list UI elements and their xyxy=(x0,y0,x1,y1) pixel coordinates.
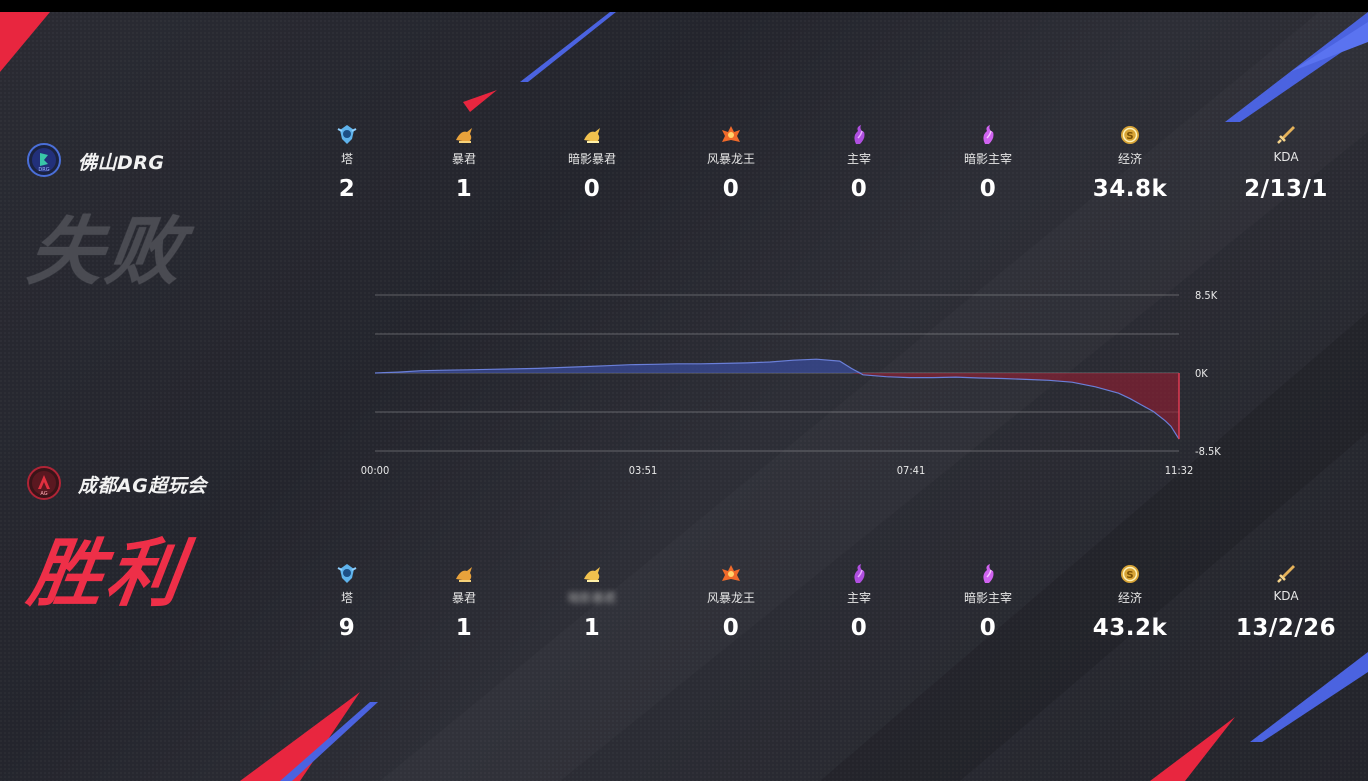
stat-shadow-tyrant: 暗影暴君 0 xyxy=(532,122,652,202)
sword-icon xyxy=(1273,122,1299,148)
stat-label: 暗影暴君 xyxy=(567,152,616,166)
stat-value: 0 xyxy=(850,176,868,202)
stat-shadow-tyrant: 暗影暴君 1 xyxy=(532,561,652,641)
gold-coin-icon: S xyxy=(1117,561,1143,587)
storm-dragon-icon xyxy=(718,561,744,587)
shadow-overlord-icon xyxy=(975,561,1001,587)
stat-value: 0 xyxy=(722,176,740,202)
stat-label: 暴君 xyxy=(451,152,476,166)
stat-label: 暴君 xyxy=(451,591,476,605)
chart-x-tick-label: 11:32 xyxy=(1165,464,1194,474)
stat-storm-dragon: 风暴龙王 0 xyxy=(671,561,791,641)
chart-area-blue xyxy=(375,359,1179,373)
stat-label: 塔 xyxy=(340,152,353,166)
chart-y-tick-label: -8.5K xyxy=(1195,445,1221,458)
gold-difference-chart: 8.5K 0K -8.5K 00:00 03:51 07:41 11:32 xyxy=(361,289,1222,474)
svg-text:DRG: DRG xyxy=(38,167,49,173)
stat-label: KDA xyxy=(1273,589,1299,603)
stats-row-bottom: 塔 9 暴君 1 暗影暴君 1 风暴龙王 0 主宰 0 暗影主宰 0 S 经济 43.2k KDA 13/2/2… xyxy=(290,561,1368,661)
stats-row-top: 塔 2 暴君 1 暗影暴君 0 风暴龙王 0 主宰 0 暗影主宰 0 S 经济 34.8k KDA 2/13/1 xyxy=(290,122,1368,222)
stat-shadow-overlord: 暗影主宰 0 xyxy=(928,561,1048,641)
stat-tyrant: 暴君 1 xyxy=(404,122,524,202)
svg-text:AG: AG xyxy=(40,491,47,497)
chart-y-tick-label: 0K xyxy=(1195,367,1208,380)
stat-value: 34.8k xyxy=(1092,176,1168,202)
storm-dragon-icon xyxy=(718,122,744,148)
chart-area-red xyxy=(375,373,1179,440)
chart-x-tick-label: 03:51 xyxy=(629,464,658,474)
stat-sword: KDA 2/13/1 xyxy=(1226,122,1346,202)
svg-text:S: S xyxy=(1126,570,1133,581)
stat-label: 主宰 xyxy=(846,591,871,605)
stat-label: 暗影主宰 xyxy=(963,591,1012,605)
stat-label: 风暴龙王 xyxy=(706,152,755,166)
stat-label: 塔 xyxy=(340,591,353,605)
tower-icon xyxy=(334,561,360,587)
sword-icon xyxy=(1273,561,1299,587)
stat-value: 0 xyxy=(850,615,868,641)
tyrant-icon xyxy=(451,561,477,587)
stat-label: 暗影主宰 xyxy=(963,152,1012,166)
stat-label: 主宰 xyxy=(846,152,871,166)
stat-value: 2/13/1 xyxy=(1244,176,1328,202)
ag-logo-icon: AG xyxy=(32,471,56,497)
stat-gold-coin: S 经济 43.2k xyxy=(1070,561,1190,641)
overlord-icon xyxy=(846,122,872,148)
tyrant-icon xyxy=(451,122,477,148)
stat-label: 经济 xyxy=(1117,152,1142,166)
result-win: 胜利 xyxy=(23,531,192,617)
drg-logo-icon: DRG xyxy=(32,148,56,173)
stat-value: 1 xyxy=(583,615,601,641)
shadow-tyrant-icon xyxy=(579,561,605,587)
chart-x-tick-label: 07:41 xyxy=(897,464,926,474)
stat-value: 0 xyxy=(979,615,997,641)
match-summary-screen: DRG 佛山DRG 失败 AG 成都AG超玩会 胜利 塔 2 暴君 1 暗影暴君 0 风暴龙… xyxy=(0,12,1368,781)
stat-gold-coin: S 经济 34.8k xyxy=(1070,122,1190,202)
stat-label: 经济 xyxy=(1117,591,1142,605)
stat-value: 0 xyxy=(979,176,997,202)
stat-label: KDA xyxy=(1273,150,1299,164)
svg-text:S: S xyxy=(1126,131,1133,142)
stat-value: 1 xyxy=(455,615,473,641)
overlord-icon xyxy=(846,561,872,587)
result-lose: 失败 xyxy=(23,209,192,295)
stat-value: 13/2/26 xyxy=(1235,615,1337,641)
stat-value: 43.2k xyxy=(1092,615,1168,641)
team-logo-drg: DRG xyxy=(27,143,61,177)
shadow-tyrant-icon xyxy=(579,122,605,148)
stat-tyrant: 暴君 1 xyxy=(404,561,524,641)
stat-overlord: 主宰 0 xyxy=(799,561,919,641)
team-logo-ag: AG xyxy=(27,466,61,500)
stat-shadow-overlord: 暗影主宰 0 xyxy=(928,122,1048,202)
stat-storm-dragon: 风暴龙王 0 xyxy=(671,122,791,202)
chart-x-tick-label: 00:00 xyxy=(361,464,390,474)
stat-value: 0 xyxy=(722,615,740,641)
tower-icon xyxy=(334,122,360,148)
gold-coin-icon: S xyxy=(1117,122,1143,148)
stat-sword: KDA 13/2/26 xyxy=(1226,561,1346,641)
chart-y-tick-label: 8.5K xyxy=(1195,289,1218,302)
stat-value: 0 xyxy=(583,176,601,202)
stat-overlord: 主宰 0 xyxy=(799,122,919,202)
chart-series-line xyxy=(374,358,1180,440)
stat-value: 2 xyxy=(338,176,356,202)
team-name-top: 佛山DRG xyxy=(78,152,165,174)
shadow-overlord-icon xyxy=(975,122,1001,148)
stat-value: 9 xyxy=(338,615,356,641)
stat-value: 1 xyxy=(455,176,473,202)
team-name-bottom: 成都AG超玩会 xyxy=(78,475,207,497)
stat-label: 风暴龙王 xyxy=(706,591,755,605)
stat-label: 暗影暴君 xyxy=(567,591,616,605)
